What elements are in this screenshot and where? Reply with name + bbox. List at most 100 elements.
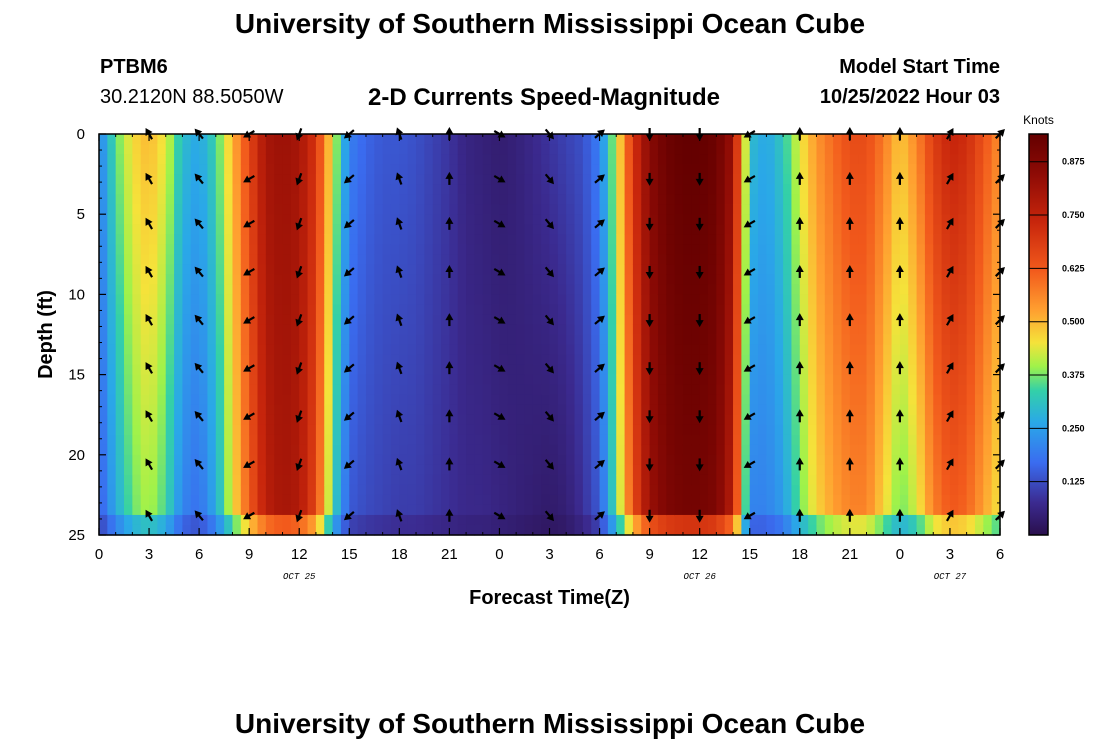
heat-cell bbox=[833, 304, 843, 316]
heat-cell bbox=[591, 464, 601, 476]
heat-cell bbox=[958, 444, 968, 456]
heat-cell bbox=[833, 454, 843, 466]
heat-cell bbox=[624, 384, 634, 396]
heat-cell bbox=[899, 154, 909, 165]
heat-cell bbox=[958, 504, 968, 516]
heat-cell bbox=[349, 354, 359, 366]
heat-cell bbox=[783, 264, 793, 275]
heat-cell bbox=[524, 514, 534, 526]
heat-cell bbox=[758, 484, 768, 496]
heat-cell bbox=[265, 344, 275, 356]
heat-cell bbox=[908, 434, 918, 446]
heat-cell bbox=[532, 444, 542, 456]
heat-cell bbox=[265, 504, 275, 516]
heat-cell bbox=[966, 164, 976, 175]
heat-cell bbox=[190, 514, 200, 526]
heat-cell bbox=[199, 424, 209, 436]
heat-cell bbox=[858, 204, 868, 215]
heat-cell bbox=[941, 424, 951, 436]
heat-cell bbox=[432, 264, 442, 275]
heat-cell bbox=[733, 214, 742, 225]
heat-cell bbox=[466, 364, 476, 376]
heat-cell bbox=[741, 194, 751, 205]
heat-cell bbox=[933, 214, 943, 225]
heat-cell bbox=[199, 134, 209, 145]
heat-cell bbox=[766, 164, 776, 175]
heat-cell bbox=[549, 254, 559, 265]
heat-cell bbox=[332, 234, 342, 245]
heat-cell bbox=[466, 464, 476, 476]
heat-cell bbox=[866, 314, 876, 326]
heat-cell bbox=[966, 304, 976, 316]
heat-cell bbox=[591, 434, 601, 446]
heat-cell bbox=[374, 314, 384, 326]
heat-cell bbox=[240, 314, 250, 326]
heat-cell bbox=[491, 304, 501, 316]
current-vector bbox=[645, 172, 654, 186]
heat-cell bbox=[507, 344, 517, 356]
heat-cell bbox=[315, 444, 325, 456]
heat-cell bbox=[849, 404, 859, 416]
heat-cell bbox=[424, 404, 434, 416]
heat-cell bbox=[641, 524, 651, 536]
heat-cell bbox=[808, 484, 818, 496]
heat-cell bbox=[891, 384, 901, 396]
current-vector bbox=[395, 217, 404, 230]
vector-head bbox=[845, 409, 854, 417]
heat-cell bbox=[741, 234, 751, 245]
heat-cell bbox=[566, 214, 576, 225]
heat-cell bbox=[891, 274, 901, 285]
heat-cell bbox=[115, 224, 125, 235]
vector-head bbox=[145, 217, 153, 226]
heat-cell bbox=[941, 474, 951, 486]
heat-cell bbox=[315, 134, 325, 145]
heat-cell bbox=[958, 334, 968, 346]
heat-cell bbox=[541, 394, 551, 406]
heat-cell bbox=[441, 334, 450, 346]
current-vector bbox=[145, 314, 154, 326]
heat-cell bbox=[741, 314, 751, 326]
current-vector bbox=[743, 511, 756, 520]
heat-cell bbox=[749, 434, 759, 446]
heat-cell bbox=[165, 164, 175, 175]
heat-cell bbox=[541, 184, 551, 195]
heat-cell bbox=[524, 204, 534, 215]
heat-cell bbox=[591, 474, 601, 486]
heat-cell bbox=[866, 494, 876, 506]
heat-cell bbox=[157, 484, 167, 496]
heat-cell bbox=[340, 484, 350, 496]
vector-head bbox=[194, 459, 203, 467]
heat-cell bbox=[674, 454, 684, 466]
heat-cell bbox=[991, 174, 1001, 185]
heat-cell bbox=[816, 244, 826, 255]
heat-cell bbox=[541, 514, 551, 526]
heat-cell bbox=[324, 514, 334, 526]
heat-cell bbox=[791, 444, 801, 456]
heat-cell bbox=[724, 424, 734, 436]
heat-cell bbox=[532, 274, 542, 285]
heat-cell bbox=[924, 464, 934, 476]
heat-cell bbox=[332, 144, 342, 155]
heat-cell bbox=[899, 514, 909, 526]
heat-cell bbox=[374, 344, 384, 356]
heat-cell bbox=[733, 274, 742, 285]
heat-cell bbox=[307, 304, 317, 316]
vector-head bbox=[743, 316, 752, 324]
heat-cell bbox=[899, 284, 909, 295]
heat-cell bbox=[941, 154, 951, 165]
heat-cell bbox=[491, 394, 501, 406]
heat-cell bbox=[491, 164, 501, 175]
heat-cell bbox=[841, 424, 851, 436]
vector-head bbox=[895, 313, 904, 321]
heat-cell bbox=[708, 464, 717, 476]
heat-cell bbox=[933, 484, 943, 496]
heat-cell bbox=[182, 454, 192, 466]
heat-cell bbox=[424, 454, 434, 466]
current-vector bbox=[343, 174, 355, 184]
heat-cell bbox=[774, 264, 784, 275]
heat-cell bbox=[949, 154, 959, 165]
heat-cell bbox=[933, 174, 943, 185]
heat-cell bbox=[507, 174, 517, 185]
heat-cell bbox=[624, 504, 634, 516]
heat-cell bbox=[958, 204, 968, 215]
